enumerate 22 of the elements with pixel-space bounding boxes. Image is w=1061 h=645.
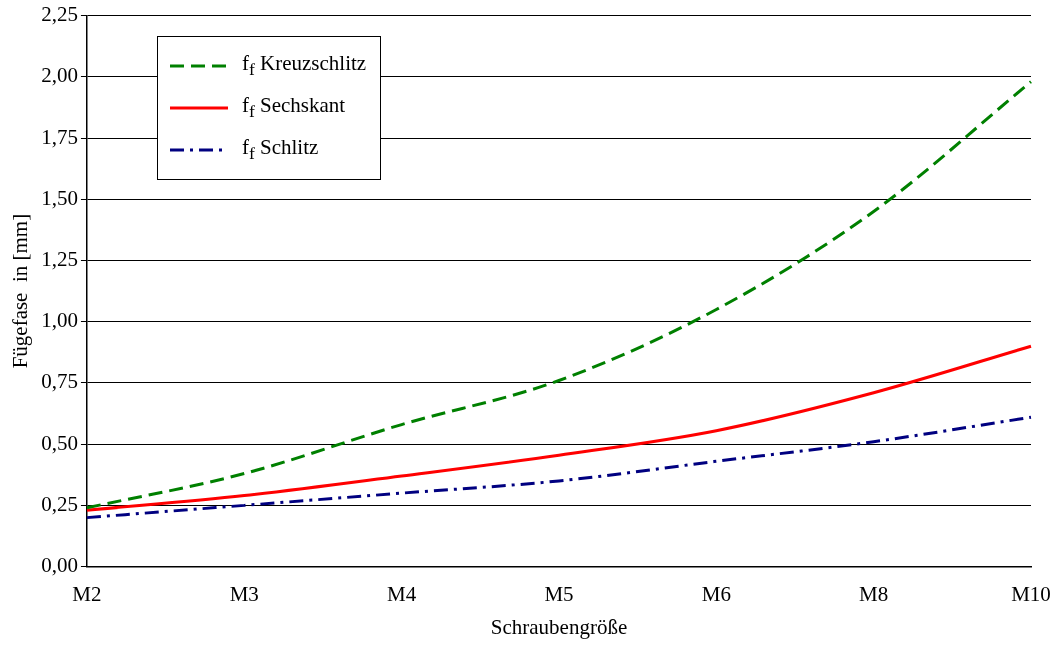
y-axis-title: Fügefase in [mm]	[8, 213, 33, 369]
legend-label: f$_{f}$ Sechskant	[241, 93, 346, 123]
y-tick-label: 0,00	[41, 553, 78, 578]
x-tick-label: M5	[544, 581, 574, 606]
legend-label: f$_{f}$ Kreuzschlitz	[241, 51, 367, 81]
x-tick-label: M4	[387, 581, 417, 606]
y-tick-label: 0,50	[41, 430, 78, 455]
y-tick-label: 0,25	[41, 491, 78, 516]
x-tick-label: M2	[72, 581, 102, 606]
y-tick-label: 1,50	[41, 185, 78, 210]
y-tick-label: 1,25	[41, 247, 78, 271]
y-tick-label: 0,75	[41, 369, 78, 394]
x-tick-label: M8	[859, 581, 889, 606]
y-tick-label: 2,00	[41, 63, 78, 88]
y-tick-label: 2,25	[41, 2, 78, 27]
x-tick-label: M6	[701, 581, 731, 606]
legend-label: f$_{f}$ Schlitz	[241, 135, 319, 165]
y-tick-label: 1,75	[41, 124, 78, 149]
x-tick-label: M3	[229, 581, 259, 606]
y-tick-label: 1,00	[41, 308, 78, 333]
x-axis-title: Schraubengröße	[490, 614, 628, 639]
x-tick-label: M10	[1011, 581, 1051, 606]
